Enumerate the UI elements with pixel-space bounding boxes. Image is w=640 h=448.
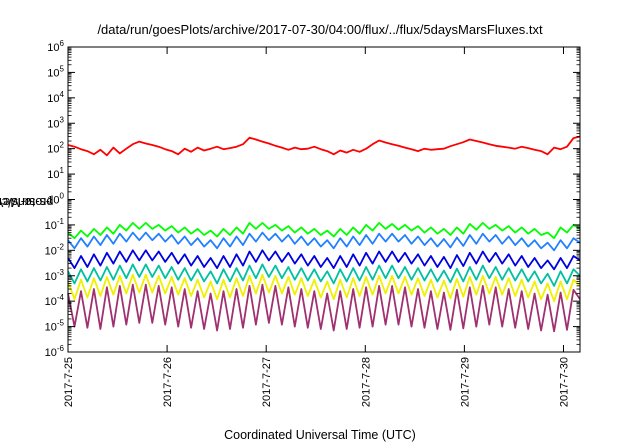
x-tick-label: 2017-7-28 [360, 357, 372, 407]
series-line-3 [67, 231, 581, 252]
series-layer [67, 135, 581, 333]
y-tick-label: 10-3 [45, 268, 65, 283]
y-tick-label: 106 [47, 39, 64, 54]
axis-layer: 10-6 10-5 10-4 10-3 10-2 10-1 100 101 102 103 104 1… [45, 39, 580, 407]
chart-title: /data/run/goesPlots/archive/2017-07-30/0… [97, 22, 543, 37]
y-tick-label: 10-6 [45, 344, 65, 359]
y-tick-label: 10-2 [45, 242, 65, 257]
y-tick-label: 10-4 [45, 293, 65, 308]
x-axis-label: Coordinated Universal Time (UTC) [224, 428, 416, 442]
series-line-1 [67, 135, 581, 157]
x-tick-label: 2017-7-26 [162, 357, 174, 407]
x-tick-label: 2017-7-30 [558, 357, 570, 407]
x-tick-label: 2017-7-29 [459, 357, 471, 407]
y-tick-label: 102 [47, 141, 64, 156]
y-tick-label: 103 [47, 115, 64, 130]
x-tick-label: 2017-7-25 [63, 357, 75, 407]
y-tick-label: 104 [47, 90, 64, 105]
y-tick-label: 10-5 [45, 319, 65, 334]
x-tick-label: 2017-7-27 [261, 357, 273, 407]
y-tick-label: 10-1 [45, 217, 65, 232]
series-line-2 [67, 221, 581, 240]
y-tick-label: 101 [47, 166, 64, 181]
y-tick-label: 105 [47, 64, 64, 79]
series-line-5 [67, 263, 581, 287]
series-line-7 [67, 283, 581, 333]
series-line-6 [67, 273, 581, 303]
y-tick-label: 100 [47, 192, 64, 207]
series-line-4 [67, 249, 581, 271]
